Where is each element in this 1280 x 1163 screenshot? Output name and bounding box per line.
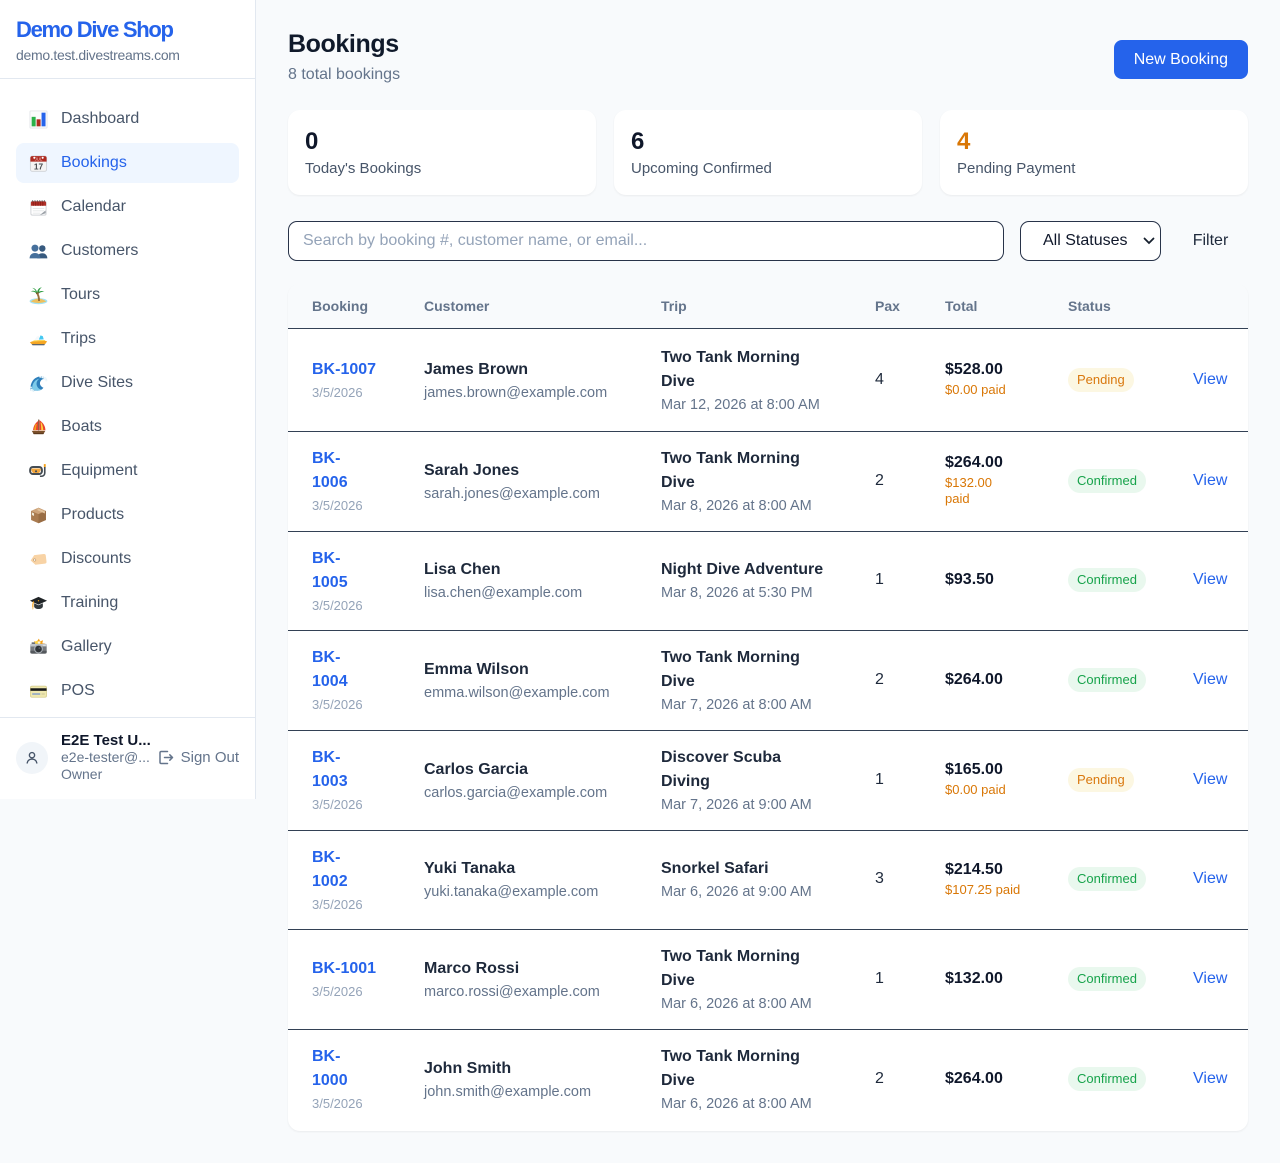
svg-text:JUL: JUL <box>35 156 43 161</box>
svg-text:17: 17 <box>34 161 44 171</box>
